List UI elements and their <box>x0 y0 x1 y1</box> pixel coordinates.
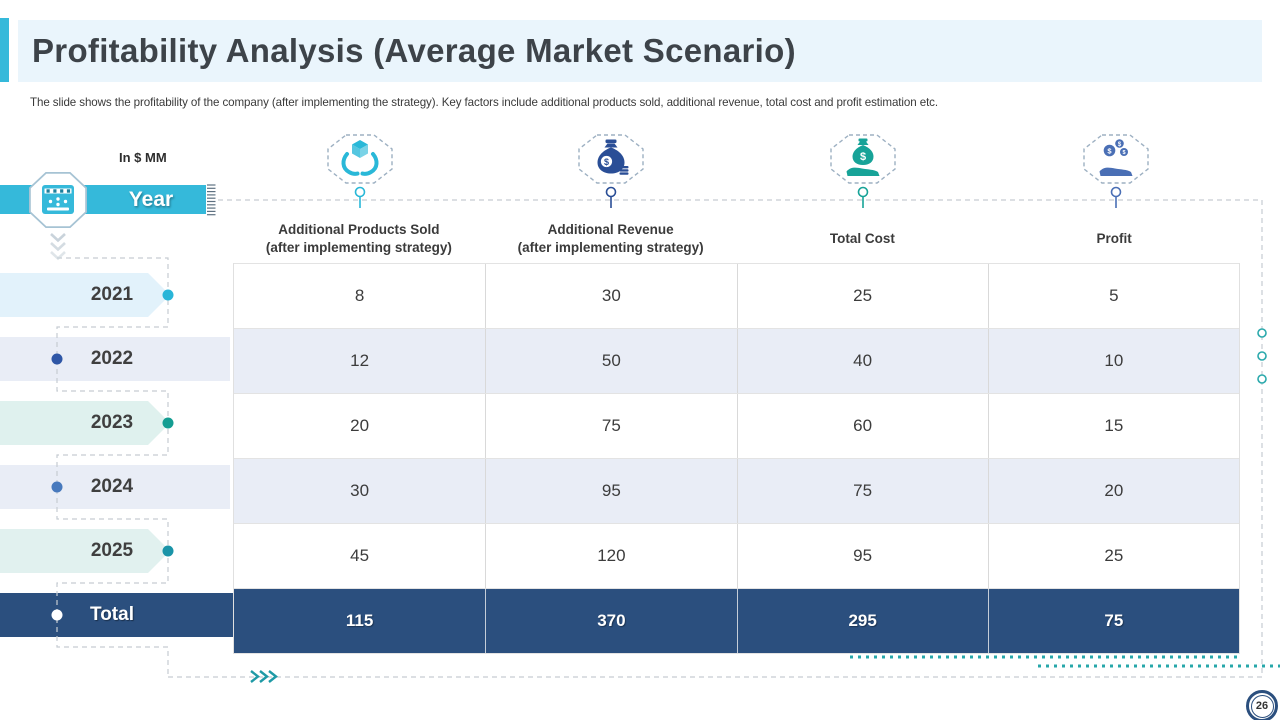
year-banner-2022: 2022 <box>0 337 230 381</box>
table-cell-total: 115 <box>345 611 374 630</box>
table-row-2025: 45 120 95 25 <box>234 523 1239 588</box>
table-cell: 25 <box>736 264 988 328</box>
page-number-badge: 26 <box>1246 690 1278 720</box>
calendar-icon <box>29 172 87 228</box>
year-label: 2024 <box>90 476 134 497</box>
year-header-label: Year <box>128 187 174 211</box>
column-header-revenue: Additional Revenue (after implementing s… <box>517 222 704 255</box>
title-accent-bar <box>0 18 9 82</box>
title-panel: Profitability Analysis (Average Market S… <box>18 20 1262 82</box>
year-label: 2025 <box>90 540 134 561</box>
table-cell: 95 <box>736 524 988 588</box>
table-row-2022: 12 50 40 10 <box>234 328 1239 393</box>
table-row-2021: 8 30 25 5 <box>234 263 1239 328</box>
year-label: 2022 <box>90 348 134 369</box>
table-cell: 30 <box>485 264 736 328</box>
table-cell: 50 <box>485 329 736 393</box>
year-banner-2023: 2023 <box>0 401 170 445</box>
year-banner-2021: 2021 <box>0 273 170 317</box>
year-label: 2021 <box>90 284 134 305</box>
profitability-table: Additional Products Sold (after implemen… <box>233 215 1240 654</box>
year-label: 2023 <box>90 412 134 433</box>
table-cell: 20 <box>987 459 1239 523</box>
table-cell: 25 <box>987 524 1239 588</box>
column-header-total-cost: Total Cost <box>829 231 895 247</box>
hands-holding-product-icon <box>327 134 393 208</box>
slide-description: The slide shows the profitability of the… <box>30 96 939 109</box>
svg-text:$: $ <box>1107 146 1112 155</box>
table-cell: 12 <box>350 351 370 370</box>
page-title: Profitability Analysis (Average Market S… <box>32 32 796 69</box>
table-cell: 95 <box>485 459 736 523</box>
table-cell: 60 <box>736 394 988 458</box>
svg-text:$: $ <box>1122 150 1125 156</box>
year-banner-2025: 2025 <box>0 529 170 573</box>
column-header-products: Additional Products Sold (after implemen… <box>265 222 452 255</box>
table-cell-total: 370 <box>485 589 736 653</box>
column-header-profit: Profit <box>1096 231 1132 247</box>
table-cell: 120 <box>485 524 736 588</box>
total-banner: Total <box>0 593 233 637</box>
hand-receiving-coins-icon: $ $ $ <box>1083 134 1149 208</box>
table-cell: 75 <box>736 459 988 523</box>
table-cell: 45 <box>350 546 370 565</box>
table-cell: 5 <box>987 264 1239 328</box>
table-header-row: Additional Products Sold (after implemen… <box>233 215 1240 263</box>
unit-label: In $ MM <box>119 150 167 165</box>
year-banner-2024: 2024 <box>0 465 230 509</box>
table-row-total: 115 370 295 75 <box>234 588 1239 654</box>
table-cell: 40 <box>736 329 988 393</box>
table-cell: 75 <box>485 394 736 458</box>
table-cell-total: 295 <box>736 589 988 653</box>
table-cell: 15 <box>987 394 1239 458</box>
ribbed-ticks-icon <box>207 184 216 216</box>
table-cell-total: 75 <box>987 589 1239 653</box>
down-chevrons-icon <box>50 233 66 261</box>
right-edge-circles <box>1257 328 1267 384</box>
page-number: 26 <box>1250 694 1274 718</box>
table-cell: 10 <box>987 329 1239 393</box>
table-cell: 8 <box>354 286 365 305</box>
svg-text:$: $ <box>1118 142 1122 148</box>
table-body: 8 30 25 5 12 50 40 10 20 75 60 15 30 95 … <box>233 263 1240 654</box>
svg-text:$: $ <box>604 157 609 167</box>
hand-holding-money-icon: $ <box>830 134 896 208</box>
table-row-2023: 20 75 60 15 <box>234 393 1239 458</box>
right-chevrons-icon <box>250 670 278 683</box>
table-row-2024: 30 95 75 20 <box>234 458 1239 523</box>
table-cell: 30 <box>350 481 370 500</box>
total-label: Total <box>90 604 134 625</box>
svg-text:$: $ <box>860 151 866 163</box>
table-cell: 20 <box>350 416 370 435</box>
money-bag-icon: $ <box>578 134 644 208</box>
teal-dotted-lines <box>850 655 1280 668</box>
